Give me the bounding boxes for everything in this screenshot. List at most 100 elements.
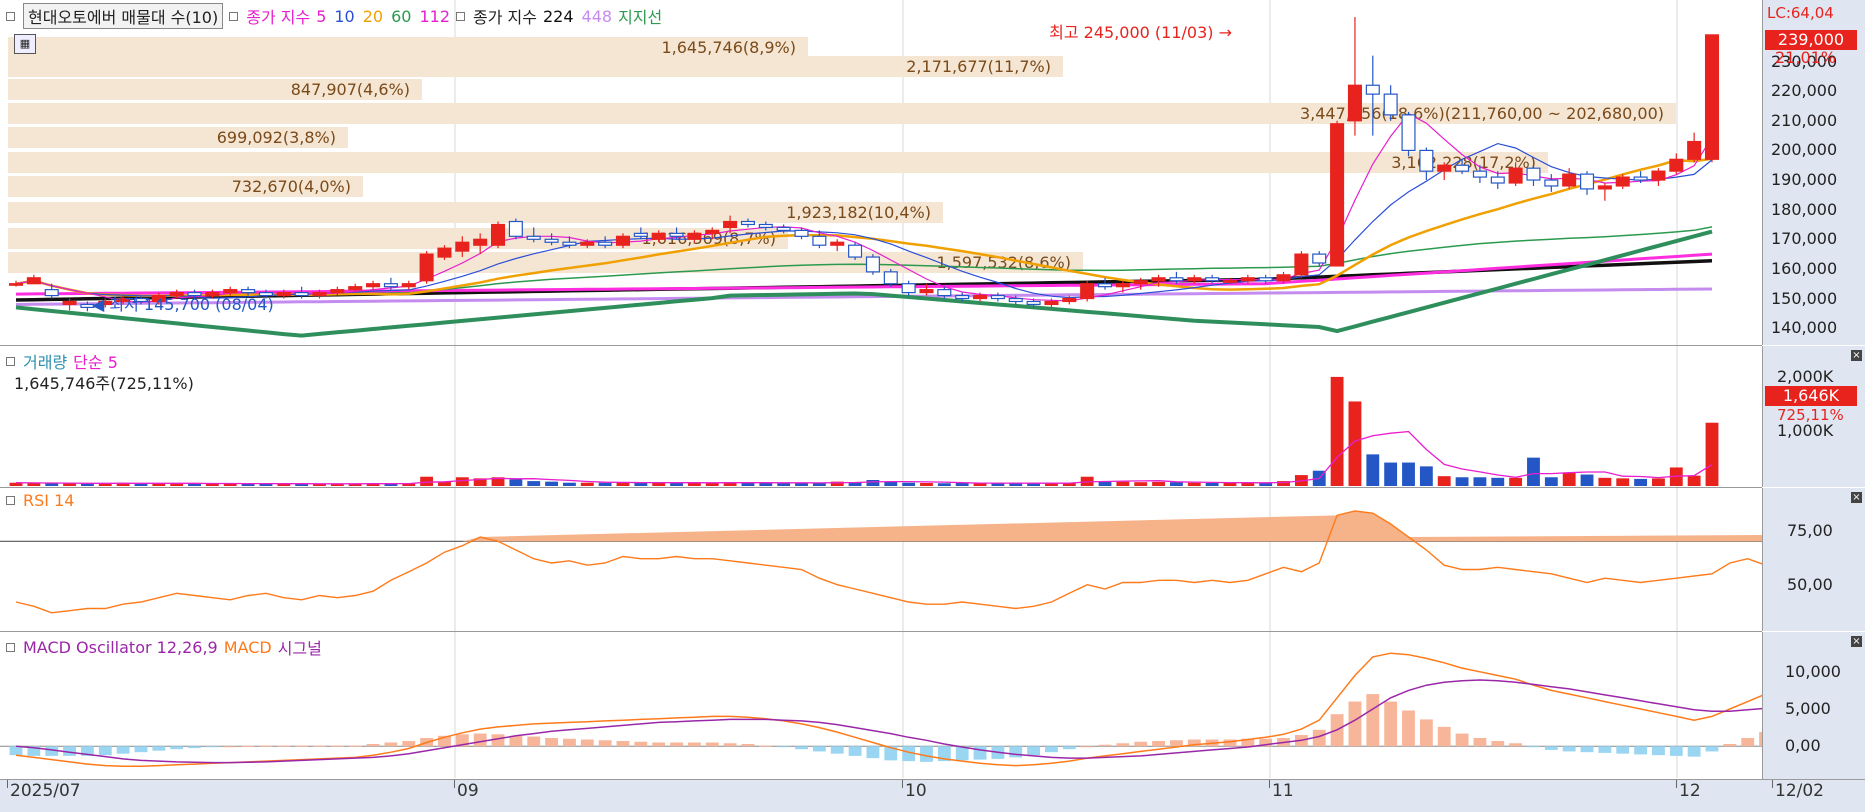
close-icon[interactable]: × <box>1851 636 1862 647</box>
oscillator-bar <box>1027 746 1041 756</box>
volume-bar <box>1491 477 1505 486</box>
candle-body <box>1205 277 1220 282</box>
candle-body <box>1597 185 1612 190</box>
volume-profile-label: 2,171,677(11,7%) <box>906 57 1051 76</box>
macd-y-axis: × 10,000 5,000 0,00 <box>1762 632 1865 779</box>
volume-bar <box>545 481 559 486</box>
y-tick-label: 10,000 <box>1785 661 1841 681</box>
y-tick-label: 0,00 <box>1785 736 1821 756</box>
oscillator-bar <box>937 746 951 762</box>
volume-bar <box>1223 483 1237 486</box>
close-icon[interactable]: × <box>1851 350 1862 361</box>
candle-body <box>312 292 327 297</box>
volume-bar <box>1062 483 1076 486</box>
volume-bar <box>616 482 630 486</box>
volume-bar <box>1205 483 1219 486</box>
low-price-label: ◀ 최저 145,700 (08/04) <box>92 295 274 314</box>
ma448-line <box>15 287 1713 306</box>
candle-body <box>26 277 41 285</box>
candle-body <box>383 283 398 288</box>
volume-profile-bar <box>8 56 1063 77</box>
candle-body <box>133 297 148 303</box>
x-tick-label: 12 <box>1679 781 1701 801</box>
support-label: 지지선 <box>618 8 663 27</box>
candle-body <box>366 283 381 288</box>
volume-profile-bar <box>8 176 363 197</box>
close-icon[interactable]: × <box>1851 492 1862 503</box>
candle-body <box>1490 176 1505 184</box>
volume-profile-label: 1,645,746(8,9%) <box>661 38 796 57</box>
candle-body <box>508 220 523 237</box>
volume-bar <box>116 482 130 486</box>
volume-bar <box>527 481 541 486</box>
oscillator-bar <box>866 746 880 759</box>
candle-body <box>615 235 631 246</box>
x-tick <box>1269 780 1270 788</box>
oscillator-bar <box>1669 746 1683 756</box>
volume-bar <box>1027 483 1041 486</box>
volume-bar <box>580 482 594 486</box>
indicator-title-button[interactable]: 현대오토에버 매물대 수(10) <box>23 3 224 29</box>
oscillator-bar <box>1348 701 1362 747</box>
ma-periods: 5 10 20 60 112 <box>316 7 450 26</box>
candle-body <box>241 289 256 294</box>
volume-bar <box>973 483 987 486</box>
oscillator-bar <box>241 745 255 747</box>
volume-bar <box>277 483 291 486</box>
volume-bar <box>812 482 826 486</box>
legend-square-icon <box>229 11 239 21</box>
candle-body <box>348 286 363 291</box>
candle-body <box>62 300 77 306</box>
ma-period-label: 20 <box>362 6 384 26</box>
volume-bar <box>473 478 487 486</box>
candle-body <box>598 241 613 246</box>
ma2-label: 종가 지수 <box>473 8 537 27</box>
price-pane: 1,645,746(8,9%) 2,171,677(11,7%) 847,907(4… <box>0 0 1762 346</box>
candle-body <box>955 294 970 300</box>
oscillator-bar <box>598 740 612 747</box>
oscillator-bar <box>652 742 666 747</box>
volume-bar <box>795 482 808 486</box>
oscillator-bar <box>438 735 451 747</box>
price-chart: 1,645,746(8,9%) 2,171,677(11,7%) 847,907(4… <box>8 0 1720 345</box>
candle-body <box>258 292 273 297</box>
volume-profile-bar <box>8 127 348 148</box>
y-tick-label: 2,000K <box>1777 366 1834 386</box>
oscillator-bar <box>527 736 541 747</box>
candle-body <box>1562 173 1577 187</box>
candle-body <box>651 232 666 240</box>
oscillator-bar <box>902 746 916 762</box>
candle-body <box>1276 274 1291 282</box>
rsi-line <box>15 510 1762 614</box>
candle-body <box>848 244 863 258</box>
volume-bar <box>491 477 505 486</box>
x-tick <box>1676 780 1677 788</box>
candle-body <box>1455 164 1470 172</box>
y-tick-label: 170,000 <box>1771 229 1838 249</box>
y-tick-label: 200,000 <box>1771 140 1838 160</box>
legend-square-icon <box>6 496 15 505</box>
candle-body <box>116 297 131 303</box>
candle-body <box>330 289 345 294</box>
candle-body <box>865 256 880 273</box>
oscillator-bar <box>741 743 755 747</box>
volume-profile-bar <box>8 37 808 58</box>
y-tick-label: 160,000 <box>1771 258 1838 278</box>
candle-body <box>1151 277 1166 282</box>
macd-pane: MACD Oscillator 12,26,9 MACD 시그널 <box>0 632 1762 778</box>
oscillator-bar <box>313 745 326 747</box>
calculator-icon[interactable]: ▦ <box>14 34 36 54</box>
volume-bar <box>848 482 862 486</box>
volume-bar <box>313 484 326 486</box>
volume-bar <box>1187 482 1201 486</box>
candle-body <box>1472 170 1487 178</box>
oscillator-bar <box>1634 746 1648 755</box>
oscillator-bar <box>777 746 791 748</box>
y-tick-label: 1,000K <box>1777 421 1834 441</box>
oscillator-bar <box>884 746 898 761</box>
oscillator-bar <box>188 746 201 749</box>
legend-square-icon <box>456 11 465 21</box>
oscillator-bar <box>1491 741 1505 747</box>
oscillator-bar <box>473 733 487 747</box>
oscillator-bar <box>687 742 701 747</box>
